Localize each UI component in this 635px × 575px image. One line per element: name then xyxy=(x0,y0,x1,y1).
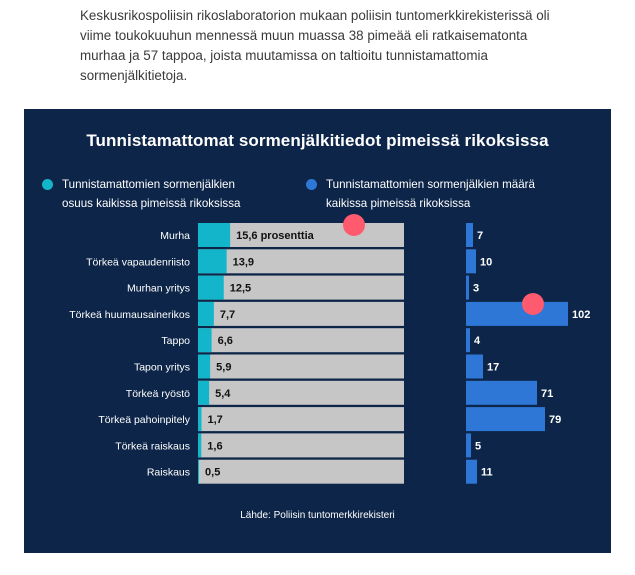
share-bar xyxy=(198,459,200,484)
share-track xyxy=(198,380,404,405)
count-value-label: 71 xyxy=(541,388,553,400)
count-bar xyxy=(466,380,537,405)
count-value-label: 17 xyxy=(487,362,499,374)
category-label: Murhan yritys xyxy=(127,283,190,295)
count-bar xyxy=(466,354,483,379)
share-value-label: 5,4 xyxy=(215,388,231,400)
category-label: Tappo xyxy=(161,335,190,347)
count-bar xyxy=(466,328,470,353)
share-value-label: 6,6 xyxy=(218,335,233,347)
category-label: Tapon yritys xyxy=(134,362,190,374)
bar-chart: Murha 15,6 prosenttia 7 Törkeä vapaudenriis… xyxy=(69,214,590,484)
share-bar xyxy=(198,354,211,379)
count-value-label: 7 xyxy=(477,230,483,242)
share-track xyxy=(198,328,404,353)
share-value-label: 1,6 xyxy=(207,440,222,452)
count-value-label: 11 xyxy=(481,467,493,479)
category-label: Murha xyxy=(160,230,190,242)
legend-share: Tunnistamattomien sormenjälkien osuus ka… xyxy=(42,175,262,213)
share-track xyxy=(198,249,404,274)
share-bar xyxy=(198,433,202,458)
share-bar xyxy=(198,407,202,432)
count-value-label: 102 xyxy=(572,309,590,321)
legend-count-label: Tunnistamattomien sormenjälkien määrä ka… xyxy=(326,178,535,210)
count-value-label: 10 xyxy=(480,256,492,268)
intro-paragraph: Keskusrikospoliisin rikoslaboratorion mu… xyxy=(80,8,550,83)
share-value-label: 7,7 xyxy=(220,309,235,321)
highlight-marker-icon xyxy=(343,214,365,236)
category-label: Törkeä ryöstö xyxy=(126,388,190,400)
count-value-label: 4 xyxy=(474,335,481,347)
share-value-label: 13,9 xyxy=(233,256,254,268)
share-bar xyxy=(198,223,231,247)
share-value-label: 12,5 xyxy=(230,283,251,295)
share-track xyxy=(198,223,404,247)
legend-share-label: Tunnistamattomien sormenjälkien osuus ka… xyxy=(62,178,241,210)
category-label: Raiskaus xyxy=(147,467,190,479)
count-bar xyxy=(466,433,471,458)
share-bar xyxy=(198,275,224,300)
count-bar xyxy=(466,301,568,326)
share-track xyxy=(198,275,404,300)
highlight-marker-icon xyxy=(522,293,544,315)
share-value-label: 0,5 xyxy=(205,467,220,479)
category-label: Törkeä raiskaus xyxy=(115,440,190,452)
count-bar xyxy=(466,249,476,274)
chart-title: Tunnistamattomat sormenjälkitiedot pimei… xyxy=(86,131,549,150)
count-value-label: 3 xyxy=(473,283,479,295)
share-bar xyxy=(198,328,212,353)
count-bar xyxy=(466,407,545,432)
share-bar xyxy=(198,380,210,405)
chart-source: Lähde: Poliisin tuntomerkkirekisteri xyxy=(240,510,395,521)
chart-panel: Tunnistamattomat sormenjälkitiedot pimei… xyxy=(24,109,611,553)
count-bar xyxy=(466,459,477,484)
share-bar xyxy=(198,301,214,326)
legend-share-dot-icon xyxy=(42,179,53,190)
count-value-label: 79 xyxy=(549,414,561,426)
share-bar xyxy=(198,249,227,274)
share-track xyxy=(198,354,404,379)
legend-count: Tunnistamattomien sormenjälkien määrä ka… xyxy=(306,175,566,213)
share-track xyxy=(198,301,404,326)
share-value-label: 1,7 xyxy=(208,414,223,426)
count-bar xyxy=(466,223,473,247)
category-label: Törkeä huumausainerikos xyxy=(69,309,190,321)
share-track xyxy=(198,407,404,432)
legend-count-dot-icon xyxy=(306,179,317,190)
share-track xyxy=(198,459,404,484)
count-value-label: 5 xyxy=(475,440,481,452)
category-label: Törkeä pahoinpitely xyxy=(98,414,190,426)
count-bar xyxy=(466,275,469,300)
share-value-label: 15,6 prosenttia xyxy=(236,230,315,242)
category-label: Törkeä vapaudenriisto xyxy=(86,256,190,268)
share-track xyxy=(198,433,404,458)
share-value-label: 5,9 xyxy=(216,362,231,374)
